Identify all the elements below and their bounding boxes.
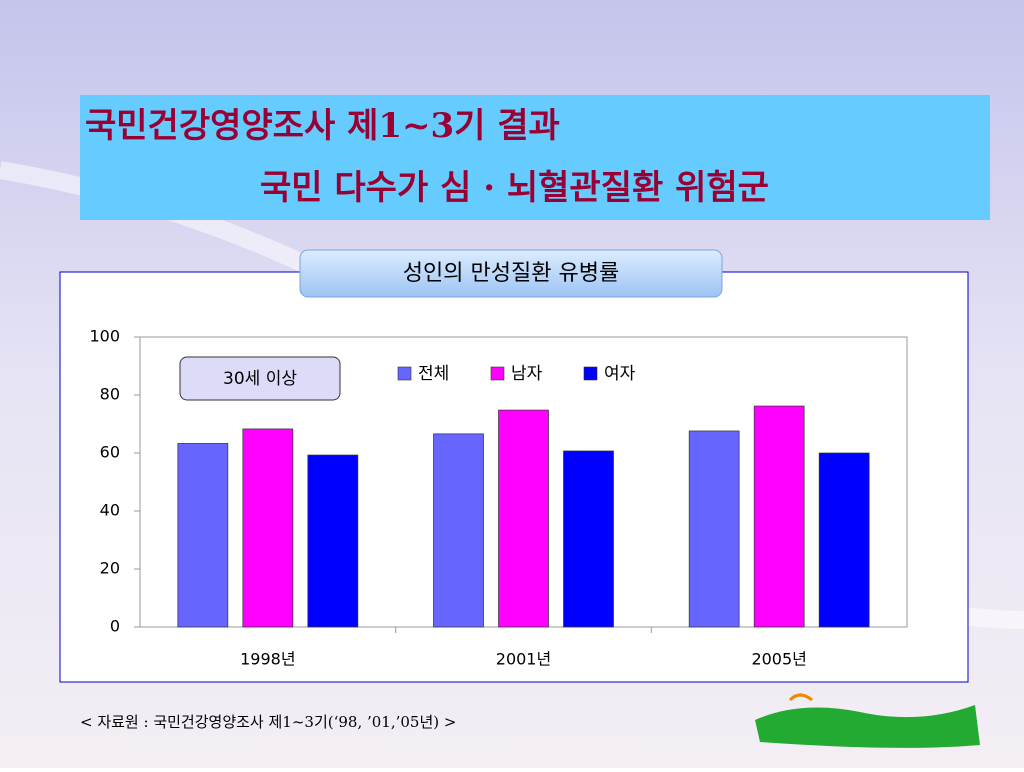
title-box xyxy=(80,95,990,220)
bar xyxy=(433,433,484,628)
bar xyxy=(307,454,359,628)
plot: 0 20 40 60 80 100 1998년 2001년 2005년 전체 남자 여자 xyxy=(89,327,870,669)
y-tick-label: 60 xyxy=(100,443,120,462)
chart-title: 성인의 만성질환 유병률 xyxy=(403,261,619,286)
bar xyxy=(753,405,805,628)
x-tick-label: 2001년 xyxy=(496,650,551,669)
legend-swatch xyxy=(583,366,598,381)
y-tick-label: 100 xyxy=(89,327,120,346)
bar xyxy=(242,428,294,628)
y-tick-label: 20 xyxy=(100,559,120,578)
logo xyxy=(755,693,980,748)
annotation-box xyxy=(179,356,341,401)
legend-label: 여자 xyxy=(604,364,636,384)
bar xyxy=(818,452,870,628)
legend-label: 남자 xyxy=(511,364,543,384)
x-tick-label: 2005년 xyxy=(751,650,806,669)
chart-title-box xyxy=(299,249,723,298)
y-tick-label: 80 xyxy=(100,385,120,404)
bar xyxy=(177,443,229,628)
y-tick-label: 40 xyxy=(100,501,120,520)
legend-swatch xyxy=(397,366,412,381)
x-tick-label: 1998년 xyxy=(240,650,295,669)
y-tick-label: 0 xyxy=(110,617,120,636)
logo-shape xyxy=(755,705,980,748)
bar xyxy=(563,450,614,628)
bar xyxy=(498,409,549,628)
title-line: 국민 다수가 심 · 뇌혈관질환 위험군 xyxy=(260,168,769,208)
bar xyxy=(688,430,740,628)
annotation: 30세 이상 xyxy=(223,369,297,389)
source: < 자료원 : 국민건강영양조사 제1~3기(‘98, ’01,’05년) > xyxy=(80,713,456,731)
title-line: 국민건강영양조사 제1~3기 결과 xyxy=(85,106,560,146)
legend-swatch xyxy=(490,366,505,381)
logo-shape xyxy=(788,693,813,702)
legend-label: 전체 xyxy=(418,364,449,384)
